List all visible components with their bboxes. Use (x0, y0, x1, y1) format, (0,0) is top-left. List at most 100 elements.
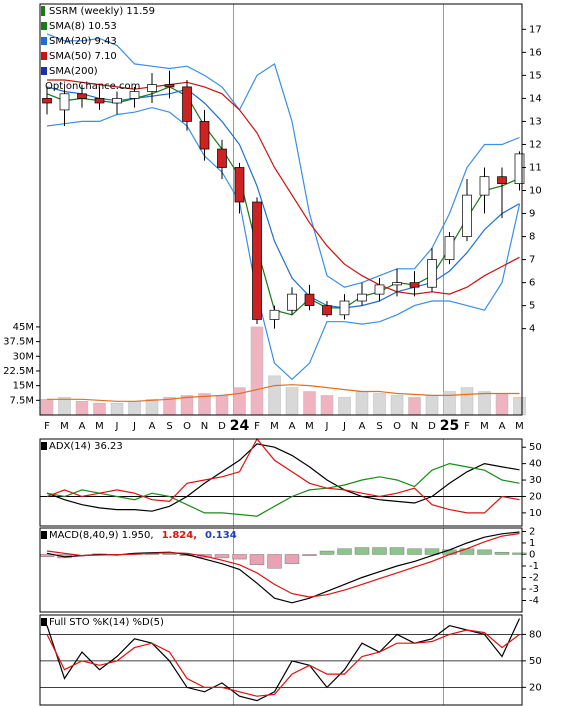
y-tick-label: 50 (529, 442, 542, 453)
panel-frame (39, 438, 523, 527)
x-tick-label: D (218, 421, 226, 432)
x-tick-label: J (132, 421, 136, 432)
indicator-line (46, 462, 520, 517)
volume-sma (47, 384, 520, 402)
candle-body (182, 86, 192, 122)
histogram-bar (442, 549, 457, 555)
y-tick-label: 0 (529, 549, 535, 560)
macd-line (46, 531, 520, 604)
x-tick-label: A (149, 421, 156, 432)
volume-bar (338, 397, 351, 416)
histogram-bar (389, 547, 405, 555)
y-tick-label: 6 (529, 278, 535, 289)
y-tick-label: 11 (529, 162, 542, 173)
y-tick-label: 15 (529, 70, 542, 81)
legend-label: SMA(8) 10.53 (49, 21, 117, 32)
volume-bar (285, 387, 299, 416)
candle-body (497, 176, 507, 184)
y-tick-label: 5 (529, 301, 535, 312)
volume-bar (425, 395, 439, 416)
x-tick-label: M (305, 421, 314, 432)
y-tick-label: 40 (529, 459, 542, 470)
candle-body (234, 167, 245, 203)
y-tick-label: -3 (529, 584, 539, 595)
x-tick-label: 25 (440, 418, 459, 434)
histogram-bar (354, 547, 370, 555)
indicator-line (46, 629, 520, 697)
legend-value: 1.824, (162, 530, 197, 541)
x-tick-label: F (254, 421, 260, 432)
legend-swatch (41, 67, 47, 75)
x-tick-label: M (515, 421, 524, 432)
panel-title: ADX(14) 36.23 (49, 441, 123, 452)
x-tick-label: A (359, 421, 366, 432)
x-tick-label: J (325, 421, 329, 432)
x-tick-label: S (166, 421, 172, 432)
sma-line (47, 79, 520, 295)
candle-body (164, 84, 175, 88)
volume-bar (268, 375, 281, 416)
y-tick-label: 9 (529, 209, 535, 220)
y-tick-label: 80 (529, 629, 542, 640)
legend-swatch (41, 37, 47, 45)
y-tick-label: -1 (529, 561, 539, 572)
x-tick-label: J (342, 421, 346, 432)
indicator-line (46, 618, 521, 702)
candle-body (199, 121, 210, 150)
volume-bar (408, 397, 421, 416)
volume-bar (355, 391, 369, 416)
y-tick-label: -2 (529, 572, 539, 583)
x-tick-label: A (499, 421, 506, 432)
legend-label: SMA(20) 9.43 (49, 36, 117, 47)
candle-body (304, 293, 315, 306)
legend-label: SMA(200) (49, 66, 98, 77)
y-tick-label: 17 (529, 24, 542, 35)
candle-body (374, 284, 385, 295)
candle-body (59, 93, 70, 111)
indicator-line (46, 437, 520, 514)
histogram-bar (214, 554, 230, 559)
histogram-bar (267, 554, 282, 569)
y-tick-label: 10 (529, 186, 542, 197)
y-tick-label: 14 (529, 93, 542, 104)
sma-line (46, 86, 520, 309)
legend-swatch (41, 618, 47, 626)
candle-body (322, 305, 332, 316)
candle-body (269, 309, 280, 320)
volume-bar (233, 387, 246, 416)
legend-value: 0.134 (205, 530, 237, 541)
bollinger-upper (46, 33, 520, 288)
panel-title: MACD(8,40,9) 1.950, (49, 530, 154, 541)
volume-bar (495, 393, 509, 416)
volume-bar (75, 401, 89, 416)
histogram-bar (407, 548, 422, 555)
volume-bar (390, 395, 404, 416)
panel-frame (39, 614, 523, 706)
candle-body (357, 293, 367, 302)
bollinger-lower (46, 106, 521, 381)
volume-bar (145, 399, 159, 416)
y-tick-label: 10 (529, 508, 542, 519)
y-tick-label: 50 (529, 656, 542, 667)
candle-body (392, 282, 402, 286)
histogram-bar (162, 553, 177, 555)
x-tick-label: M (95, 421, 104, 432)
y-tick-label: -4 (529, 595, 539, 606)
x-tick-label: O (183, 421, 191, 432)
histogram-bar (372, 547, 387, 555)
x-tick-label: D (428, 421, 436, 432)
y-tick-label: 30 (529, 475, 542, 486)
panel-frame (39, 527, 523, 613)
histogram-bar (512, 552, 527, 555)
y2-tick-label: 15M (13, 381, 34, 392)
volume-bar (373, 393, 386, 416)
histogram-bar (337, 548, 352, 555)
y2-tick-label: 22.5M (3, 366, 34, 377)
y-tick-label: 20 (529, 491, 542, 502)
candle-body (462, 194, 472, 237)
y-tick-label: 2 (529, 526, 535, 537)
x-tick-label: A (289, 421, 296, 432)
volume-bar (110, 403, 124, 416)
legend-swatch (41, 52, 47, 60)
